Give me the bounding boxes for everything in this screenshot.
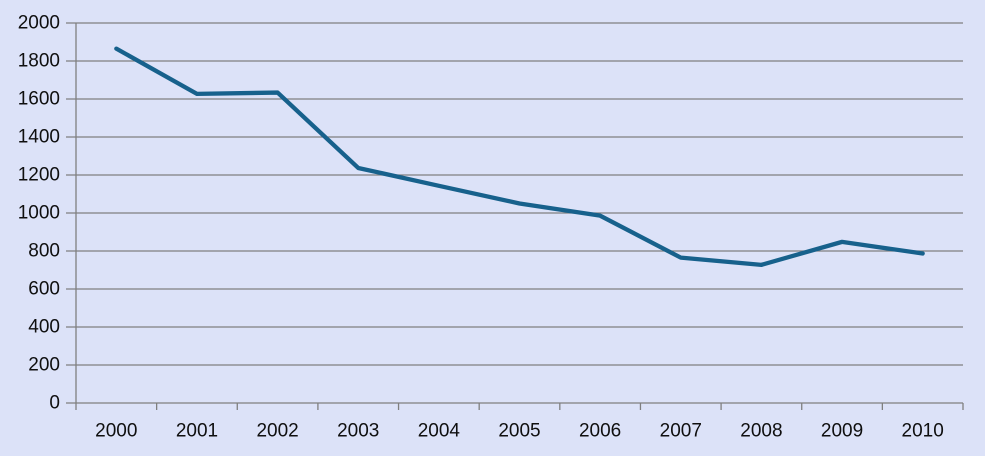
x-axis-tick-label: 2007: [660, 421, 702, 442]
x-axis-tick-label: 2000: [95, 421, 137, 442]
x-axis-tick-label: 2010: [902, 421, 944, 442]
x-axis-tick-label: 2002: [256, 421, 298, 442]
y-axis-tick-label: 2000: [18, 13, 60, 34]
y-axis-tick-label: 1200: [18, 165, 60, 186]
data-series-line: [114, 46, 925, 268]
y-axis-tick-label: 400: [28, 317, 60, 338]
y-axis-tick-label: 200: [28, 355, 60, 376]
y-axis-tick-label: 1800: [18, 51, 60, 72]
x-axis-tick-label: 2009: [821, 421, 863, 442]
y-axis-tick-label: 800: [28, 241, 60, 262]
x-axis-tick-label: 2004: [418, 421, 461, 442]
y-axis-tick-label: 600: [28, 279, 60, 300]
x-axis-tick-label: 2003: [337, 421, 379, 442]
y-axis-tick-label: 1600: [18, 89, 60, 110]
x-axis-tick-label: 2001: [176, 421, 218, 442]
x-axis-tick-label: 2006: [579, 421, 621, 442]
y-axis-tick-label: 1000: [18, 203, 60, 224]
x-axis-tick-label: 2005: [498, 421, 540, 442]
y-axis-tick-label: 1400: [18, 127, 60, 148]
x-axis-tick-label: 2008: [740, 421, 782, 442]
y-axis-tick-label: 0: [49, 393, 60, 414]
